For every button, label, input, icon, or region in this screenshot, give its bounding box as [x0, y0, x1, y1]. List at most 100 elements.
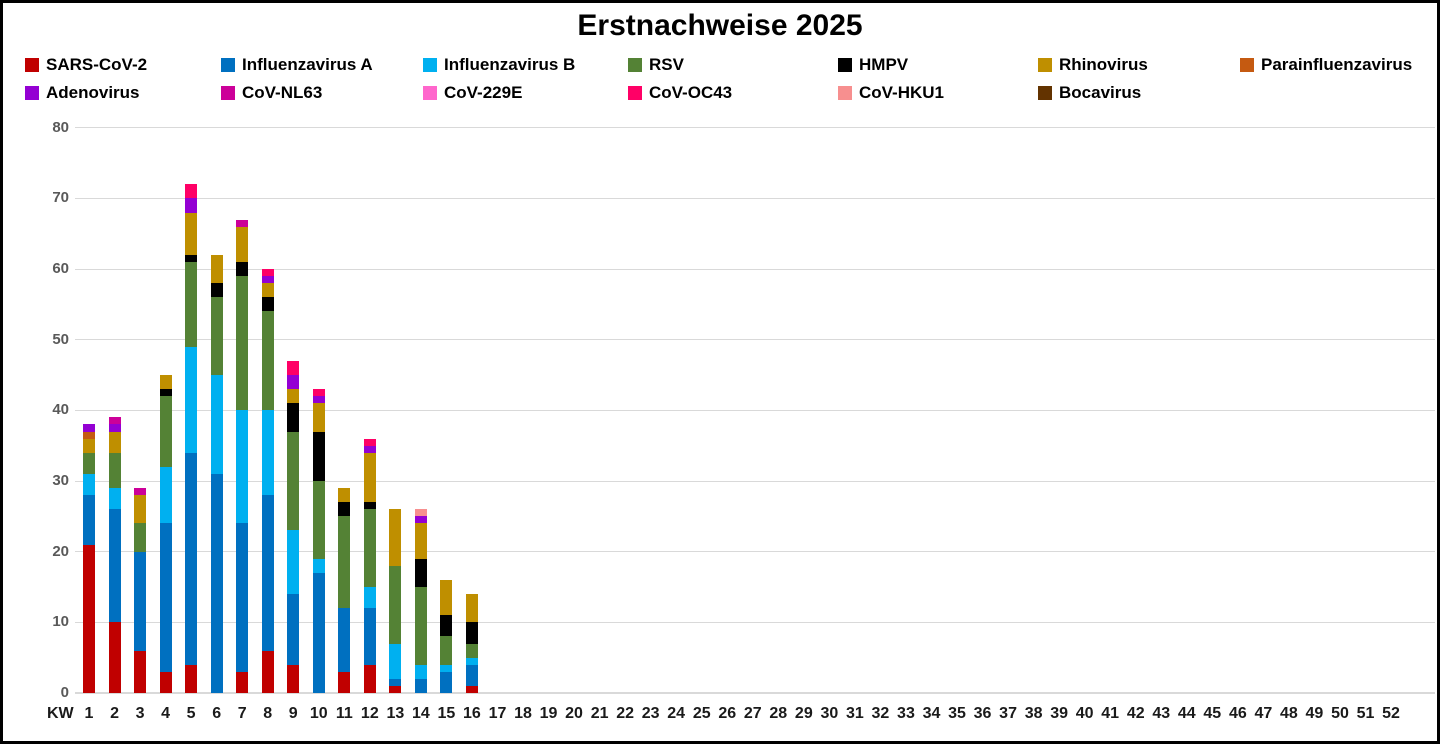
bar-kw16-hmpv — [465, 622, 478, 644]
legend-label: SARS-CoV-2 — [46, 55, 148, 74]
x-tick-label-kw37: 37 — [999, 705, 1017, 722]
legend-item-parainfluenzavirus: Parainfluenzavirus — [1240, 55, 1412, 75]
bar-kw7-hmpv — [236, 261, 249, 277]
bar-kw5-adenovirus — [185, 198, 198, 213]
bar-kw14-influenzavirus-a — [414, 678, 427, 693]
bar-kw6-rsv — [210, 297, 223, 376]
x-tick-label-kw35: 35 — [948, 705, 966, 722]
x-tick-label-kw7: 7 — [237, 705, 247, 722]
x-tick-label-kw28: 28 — [769, 705, 788, 722]
legend-swatch-icon — [25, 86, 39, 100]
legend-label: Adenovirus — [46, 83, 140, 102]
bar-kw9-adenovirus — [287, 375, 300, 390]
bar-kw14-hmpv — [414, 558, 427, 587]
x-tick-label-kw16: 16 — [463, 705, 481, 722]
x-tick-label-kw23: 23 — [641, 705, 660, 722]
bar-kw14-cov-hku1 — [414, 509, 427, 517]
bar-kw16-influenzavirus-a — [465, 664, 478, 686]
x-tick-label-kw8: 8 — [263, 705, 273, 722]
bar-kw6-hmpv — [210, 283, 223, 298]
x-tick-label-kw45: 45 — [1203, 705, 1222, 722]
legend-swatch-icon — [838, 58, 852, 72]
bar-kw9-influenzavirus-a — [287, 594, 300, 665]
bar-kw5-cov-oc43 — [185, 184, 198, 199]
x-tick-label-kw4: 4 — [161, 705, 171, 722]
legend-item-influenzavirus-b: Influenzavirus B — [423, 55, 575, 75]
y-tick-label: 50 — [52, 330, 69, 348]
legend-swatch-icon — [628, 86, 642, 100]
bar-kw5-hmpv — [185, 254, 198, 262]
bar-kw7-influenzavirus-b — [236, 410, 249, 524]
bar-kw12-influenzavirus-a — [363, 608, 376, 665]
x-tick-label-kw46: 46 — [1228, 705, 1247, 722]
bar-kw8-hmpv — [261, 297, 274, 312]
legend-item-sars-cov-2: SARS-CoV-2 — [25, 55, 147, 75]
legend-label: HMPV — [859, 55, 909, 74]
bar-kw9-influenzavirus-b — [287, 530, 300, 595]
bar-kw2-cov-nl63 — [108, 417, 121, 425]
legend-swatch-icon — [1038, 58, 1052, 72]
bar-kw12-hmpv — [363, 502, 376, 510]
bar-kw15-hmpv — [440, 615, 453, 637]
bar-kw11-influenzavirus-a — [338, 608, 351, 672]
legend-swatch-icon — [628, 58, 642, 72]
bar-kw2-influenzavirus-a — [108, 509, 121, 623]
bar-kw13-sars-cov-2 — [389, 685, 402, 693]
x-tick-label-kw17: 17 — [488, 705, 507, 722]
gridline-y0 — [75, 692, 1435, 694]
x-tick-label-kw49: 49 — [1305, 705, 1324, 722]
x-tick-label-kw50: 50 — [1331, 705, 1349, 722]
gridline-y50 — [75, 339, 1435, 341]
gridline-y60 — [75, 268, 1435, 270]
bar-kw14-rhinovirus — [414, 523, 427, 559]
legend-swatch-icon — [1240, 58, 1254, 72]
legend-item-cov-oc43: CoV-OC43 — [628, 83, 732, 103]
legend-item-adenovirus: Adenovirus — [25, 83, 140, 103]
bar-kw15-rsv — [440, 636, 453, 665]
x-tick-label-kw25: 25 — [692, 705, 711, 722]
bar-kw4-sars-cov-2 — [159, 671, 172, 693]
legend-label: Influenzavirus B — [444, 55, 576, 74]
legend-label: CoV-229E — [444, 83, 523, 102]
x-tick-label-kw43: 43 — [1152, 705, 1171, 722]
legend-item-influenzavirus-a: Influenzavirus A — [221, 55, 373, 75]
bar-kw3-cov-nl63 — [134, 488, 147, 496]
bar-kw15-rhinovirus — [440, 579, 453, 616]
bar-kw12-rhinovirus — [363, 452, 376, 503]
bar-kw11-sars-cov-2 — [338, 671, 351, 693]
legend-swatch-icon — [221, 86, 235, 100]
x-tick-label-kw6: 6 — [212, 705, 222, 722]
bar-kw4-hmpv — [159, 389, 172, 397]
x-tick-label-kw5: 5 — [186, 705, 196, 722]
y-tick-label: 20 — [52, 542, 69, 560]
gridline-y40 — [75, 409, 1435, 411]
y-tick-label: 80 — [52, 118, 69, 136]
x-tick-label-kw15: 15 — [437, 705, 456, 722]
legend-label: CoV-HKU1 — [859, 83, 945, 102]
y-tick-label: 0 — [60, 684, 69, 701]
bar-kw10-rsv — [312, 481, 325, 559]
bar-kw12-influenzavirus-b — [363, 587, 376, 609]
y-tick-label: 10 — [52, 613, 69, 631]
y-tick-label: 60 — [52, 260, 69, 278]
bar-kw7-rsv — [236, 276, 249, 411]
bar-kw2-rhinovirus — [108, 431, 121, 453]
bar-kw1-adenovirus — [83, 424, 95, 432]
x-tick-label-kw40: 40 — [1075, 705, 1094, 722]
bar-kw2-rsv — [108, 452, 121, 489]
bar-kw10-influenzavirus-b — [312, 558, 325, 573]
bar-kw4-influenzavirus-b — [159, 466, 172, 524]
bar-kw4-rsv — [159, 396, 172, 467]
legend-swatch-icon — [1038, 86, 1052, 100]
bar-kw11-hmpv — [338, 502, 351, 517]
bar-kw12-sars-cov-2 — [363, 664, 376, 693]
x-tick-label-kw19: 19 — [539, 705, 558, 722]
x-tick-label-kw39: 39 — [1050, 705, 1069, 722]
legend-item-hmpv: HMPV — [838, 55, 908, 75]
bar-kw8-sars-cov-2 — [261, 650, 274, 693]
x-tick-label-kw51: 51 — [1356, 705, 1375, 722]
legend-swatch-icon — [838, 86, 852, 100]
bar-kw16-sars-cov-2 — [465, 685, 478, 693]
legend-label: RSV — [649, 55, 684, 74]
